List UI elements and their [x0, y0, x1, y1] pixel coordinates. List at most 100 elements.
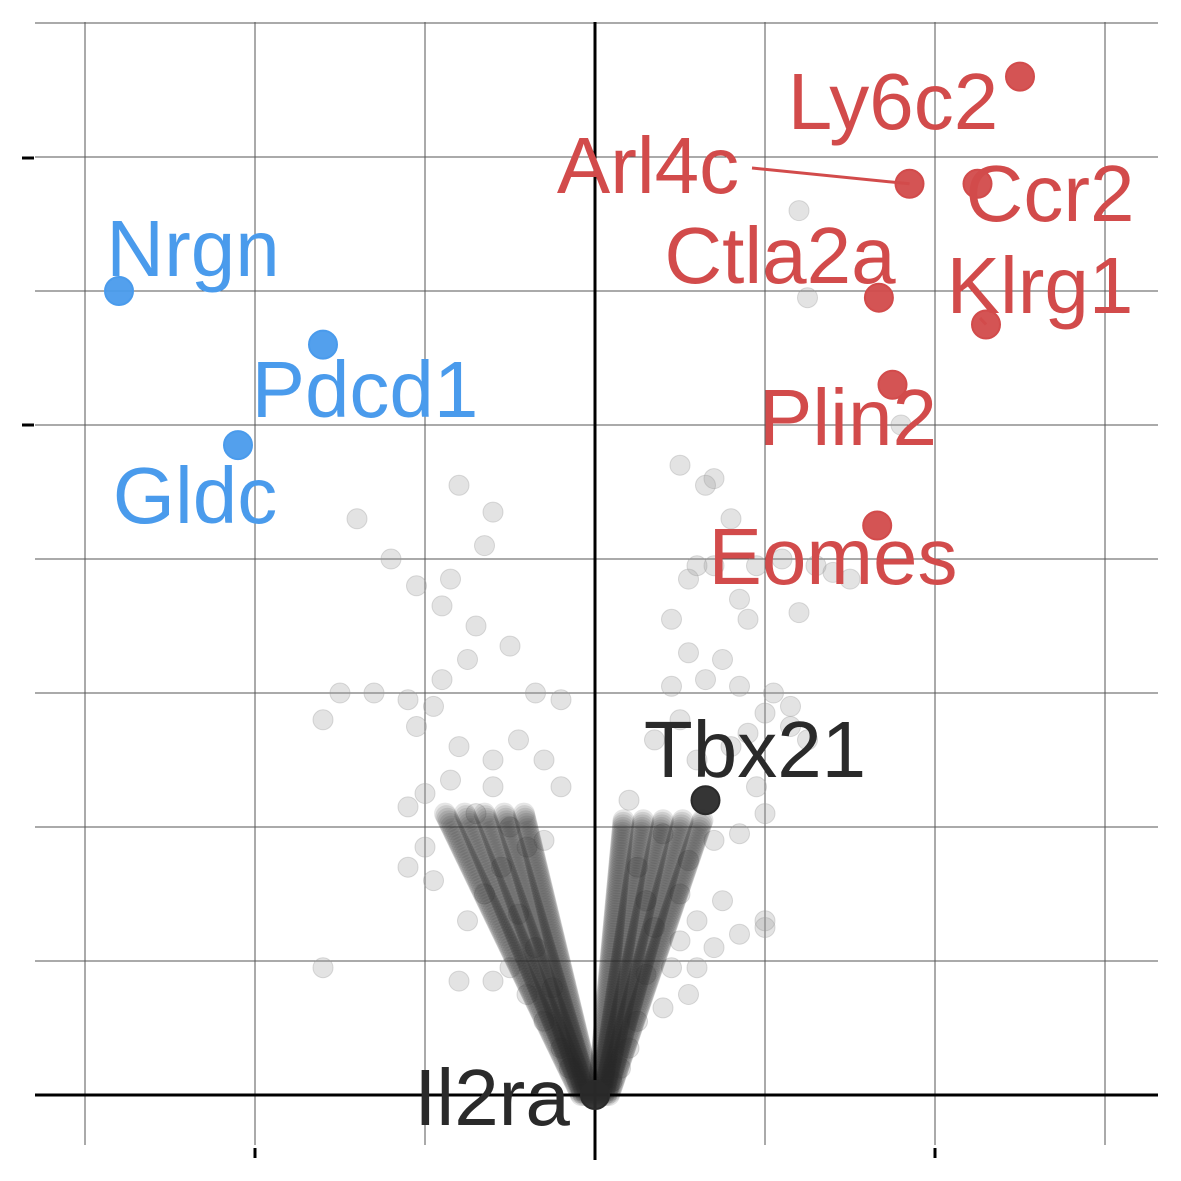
dense-point	[516, 880, 539, 903]
dense-point	[493, 802, 516, 825]
dense-point	[621, 1015, 644, 1038]
data-point	[414, 783, 436, 804]
dense-point	[644, 844, 667, 867]
dense-point	[533, 991, 556, 1014]
dense-point	[495, 861, 518, 884]
dense-point	[483, 830, 506, 853]
dense-point	[637, 877, 660, 900]
dense-point	[606, 973, 629, 996]
dense-point	[609, 1033, 632, 1056]
dense-point	[643, 950, 666, 973]
dense-point	[550, 1032, 573, 1055]
dense-point	[510, 905, 533, 928]
dense-point	[654, 917, 677, 940]
dense-point	[552, 967, 575, 990]
dense-point	[503, 885, 526, 908]
dense-point	[593, 1061, 616, 1084]
dense-point	[475, 854, 498, 877]
point-il2ra	[580, 1080, 610, 1110]
dense-point	[563, 1050, 586, 1073]
dense-point	[602, 915, 625, 938]
dense-point	[640, 862, 663, 885]
dense-point	[561, 1027, 584, 1050]
dense-point	[633, 892, 656, 915]
dense-point	[610, 834, 633, 857]
dense-point	[509, 900, 532, 923]
data-point	[669, 709, 691, 731]
dense-point	[619, 957, 642, 980]
dense-point	[605, 1026, 628, 1049]
dense-point	[607, 864, 630, 887]
dense-point	[656, 912, 679, 935]
data-point	[686, 749, 708, 771]
dense-point	[630, 957, 653, 980]
dense-point	[537, 905, 560, 928]
dense-point	[627, 842, 650, 865]
dense-point	[659, 852, 682, 875]
dense-point	[650, 930, 673, 953]
dense-point	[497, 869, 520, 892]
dense-point	[538, 1003, 561, 1026]
dense-point	[481, 825, 504, 848]
dense-point	[557, 988, 580, 1011]
dense-point	[476, 890, 499, 913]
label-ccr2: Ccr2	[966, 149, 1135, 238]
dense-point	[661, 897, 684, 920]
dense-point	[593, 1018, 616, 1041]
dense-point	[558, 1019, 581, 1042]
dense-point	[650, 816, 673, 839]
label-connector	[751, 166, 910, 186]
dense-point	[483, 905, 506, 928]
dense-point	[658, 857, 681, 880]
dense-point	[496, 812, 519, 835]
dense-point	[593, 1013, 616, 1036]
dense-point	[654, 872, 677, 895]
dense-point	[520, 931, 543, 954]
dense-point	[532, 988, 555, 1011]
data-point	[678, 984, 699, 1005]
dense-point	[512, 965, 535, 988]
dense-point	[537, 978, 560, 1001]
dense-point	[525, 947, 548, 970]
dense-point	[601, 932, 624, 955]
dense-point	[671, 867, 694, 890]
dense-point	[666, 882, 689, 905]
dense-point	[596, 1041, 619, 1064]
dense-point	[545, 975, 568, 998]
dense-point	[613, 988, 636, 1011]
dense-point	[597, 1058, 620, 1081]
dense-point	[621, 877, 644, 900]
dense-point	[608, 852, 631, 875]
dense-point	[606, 1020, 629, 1043]
dense-point	[564, 1016, 587, 1039]
dense-point	[530, 960, 553, 983]
dense-point	[611, 821, 634, 844]
dense-point	[508, 898, 531, 921]
dense-point	[457, 851, 480, 874]
dense-point	[535, 1011, 558, 1034]
dense-point	[516, 815, 539, 838]
dense-point	[625, 852, 648, 875]
dense-point	[678, 847, 701, 870]
label-connector	[978, 316, 988, 326]
dense-point	[519, 890, 542, 913]
dense-point	[619, 1020, 642, 1043]
dense-point	[595, 993, 618, 1016]
dense-point	[631, 955, 654, 978]
dense-point	[617, 907, 640, 930]
dense-point	[475, 887, 498, 910]
dense-point	[554, 1040, 577, 1063]
data-point	[746, 555, 767, 577]
dense-point	[498, 936, 521, 959]
dense-point	[530, 983, 553, 1006]
dense-point	[547, 944, 570, 967]
dense-point	[625, 1003, 648, 1026]
dense-point	[480, 823, 503, 846]
dense-point	[475, 807, 498, 830]
dense-point	[535, 942, 558, 965]
dense-point	[511, 939, 534, 962]
dense-point	[473, 802, 496, 825]
dense-point	[619, 894, 642, 917]
dense-point	[549, 954, 572, 977]
dense-point	[642, 852, 665, 875]
